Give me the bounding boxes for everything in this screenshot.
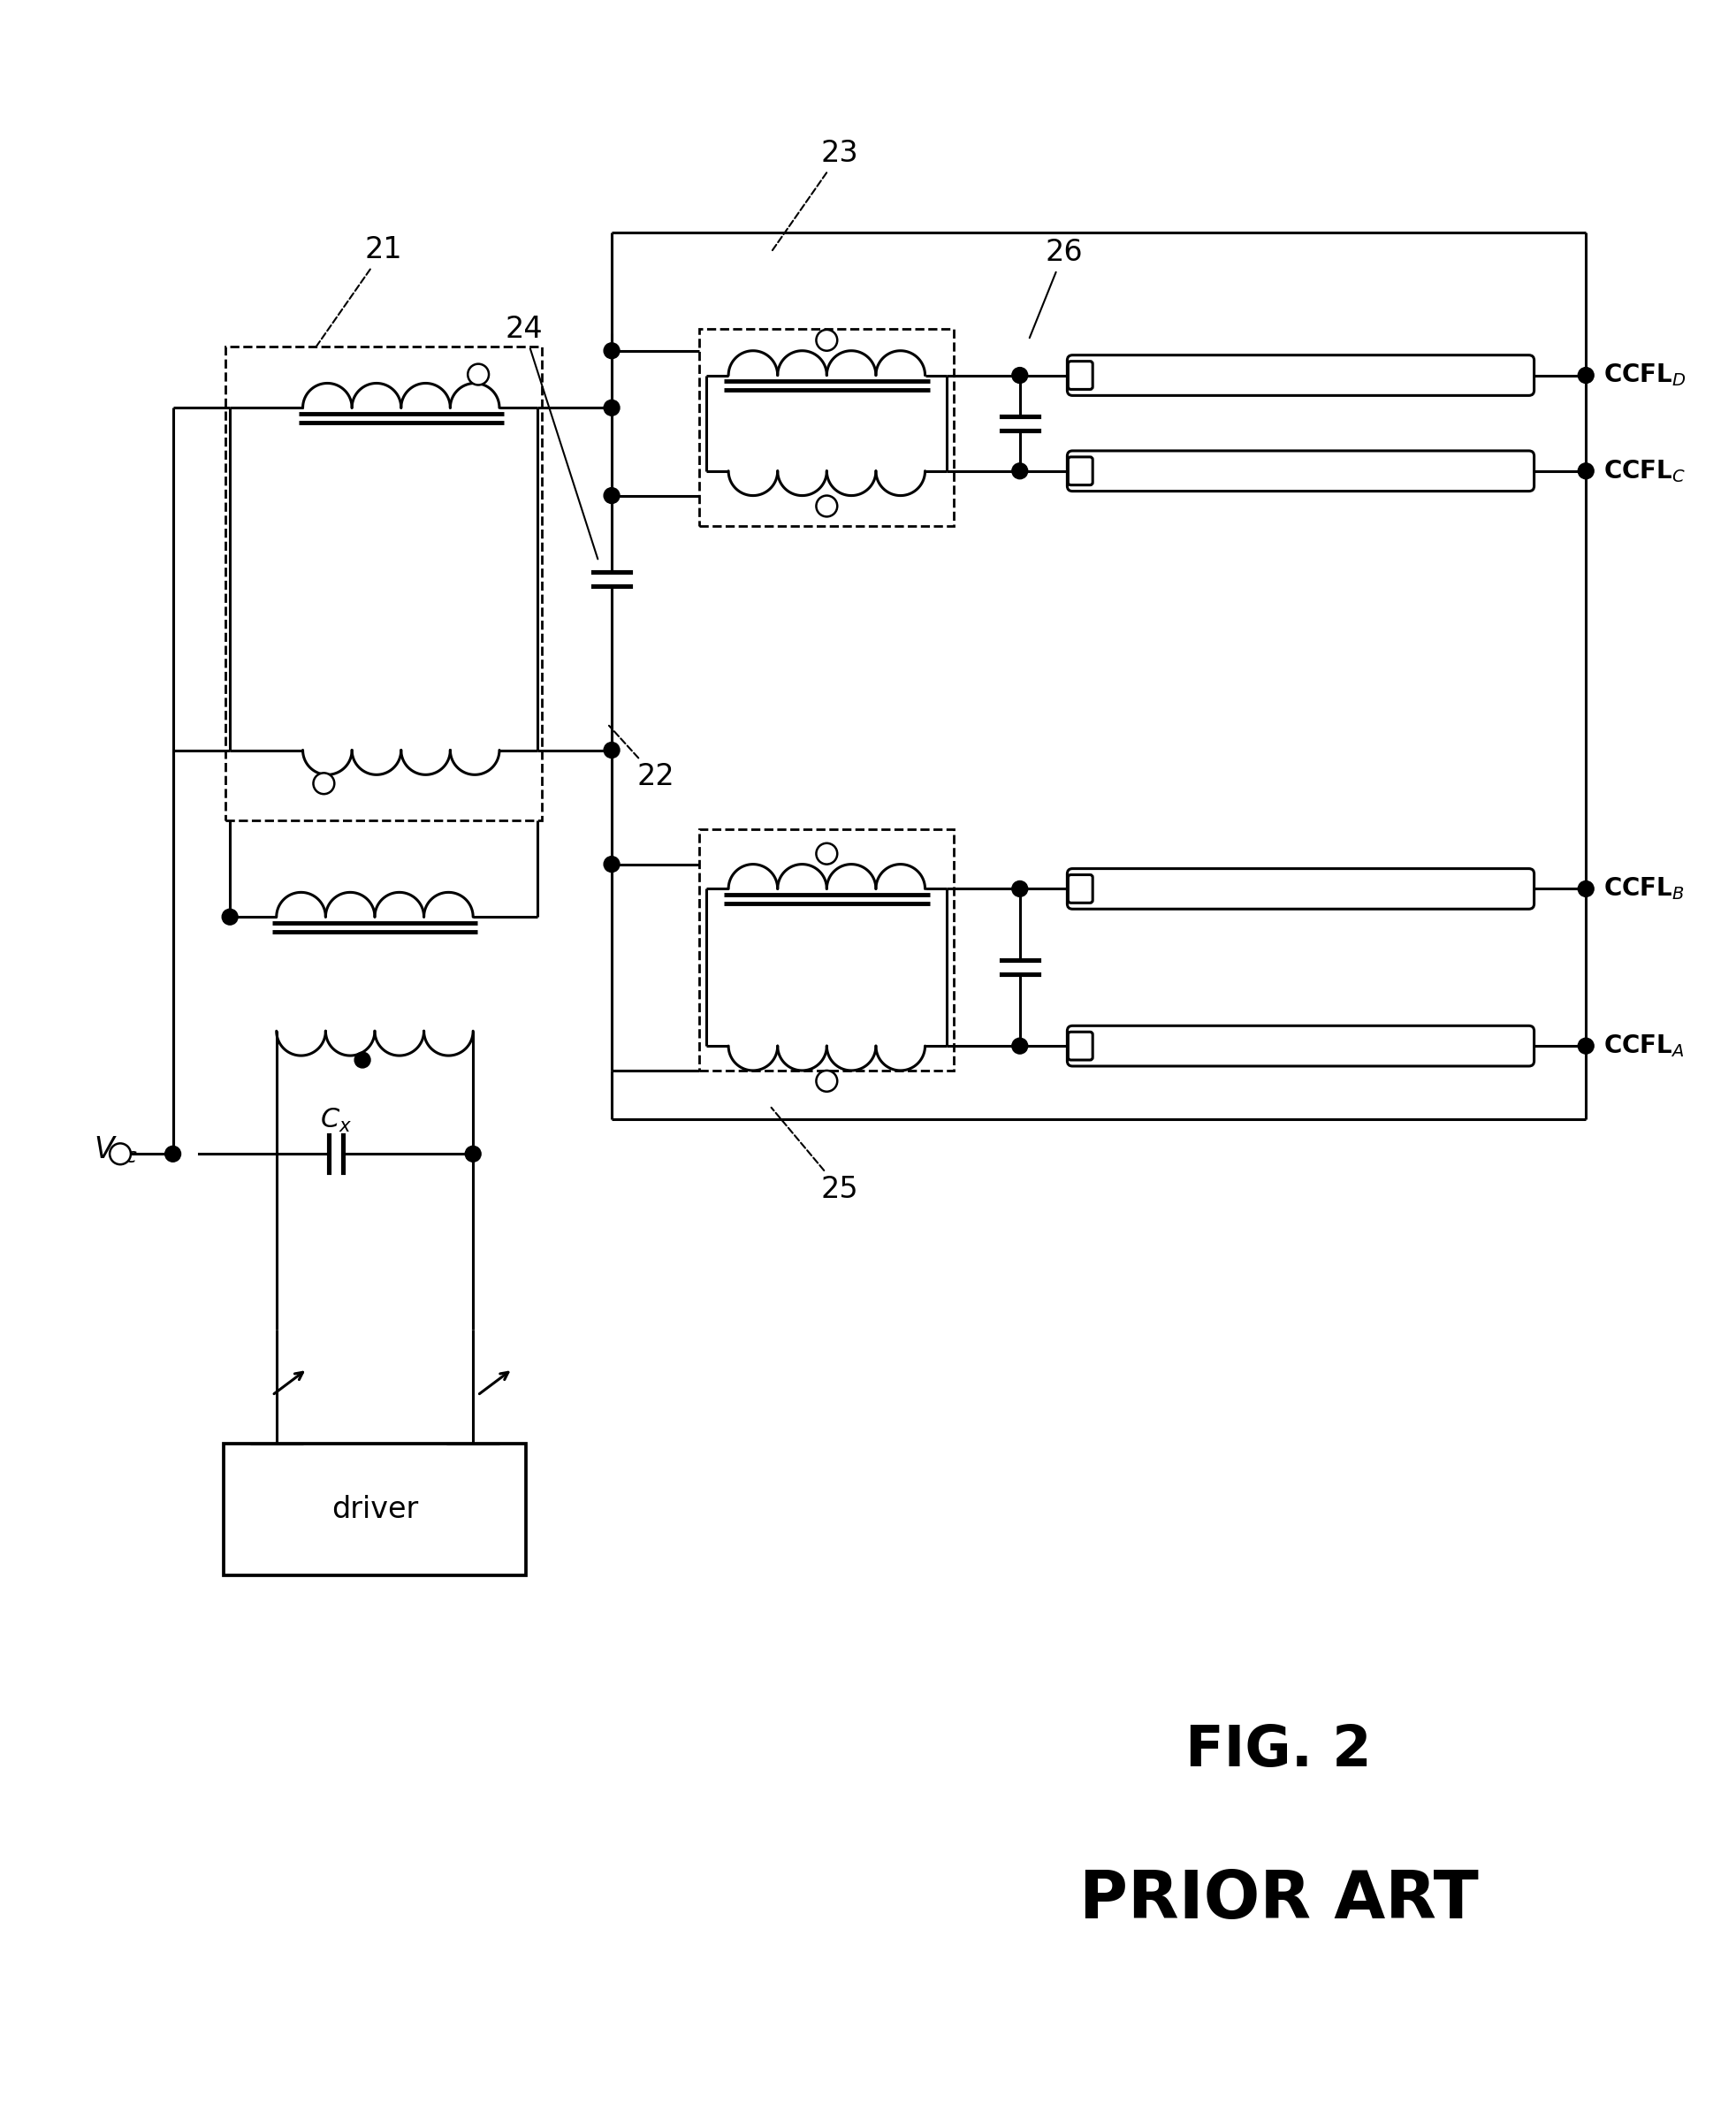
Text: $V_{cc}$: $V_{cc}$	[94, 1134, 139, 1166]
Circle shape	[604, 342, 620, 359]
Circle shape	[1012, 368, 1028, 383]
FancyBboxPatch shape	[1068, 868, 1535, 908]
Circle shape	[467, 364, 490, 385]
Bar	[226, 347, 542, 821]
FancyBboxPatch shape	[1068, 1025, 1535, 1066]
Text: CCFL$_{D}$: CCFL$_{D}$	[1604, 362, 1686, 389]
Circle shape	[1578, 464, 1594, 479]
Text: 22: 22	[609, 725, 675, 791]
Circle shape	[604, 742, 620, 757]
Circle shape	[1578, 1038, 1594, 1053]
Circle shape	[816, 330, 837, 351]
Text: CCFL$_{A}$: CCFL$_{A}$	[1604, 1034, 1684, 1059]
Circle shape	[165, 1146, 181, 1161]
Circle shape	[1012, 1038, 1028, 1053]
Circle shape	[816, 1070, 837, 1091]
Circle shape	[816, 842, 837, 864]
Circle shape	[1578, 881, 1594, 898]
Text: 23: 23	[771, 138, 859, 253]
Circle shape	[354, 1053, 370, 1068]
FancyBboxPatch shape	[1068, 874, 1092, 902]
Circle shape	[816, 496, 837, 517]
FancyBboxPatch shape	[1068, 355, 1535, 396]
Text: CCFL$_{C}$: CCFL$_{C}$	[1604, 457, 1686, 485]
Circle shape	[222, 908, 238, 925]
Bar	[224, 1444, 526, 1576]
Circle shape	[1012, 464, 1028, 479]
Text: 21: 21	[314, 236, 403, 349]
Text: CCFL$_{B}$: CCFL$_{B}$	[1604, 876, 1684, 902]
Circle shape	[604, 487, 620, 504]
Bar	[700, 330, 955, 525]
Text: $C_x$: $C_x$	[319, 1108, 352, 1134]
Text: PRIOR ART: PRIOR ART	[1080, 1868, 1479, 1931]
Circle shape	[1578, 368, 1594, 383]
Bar	[700, 830, 955, 1070]
Text: FIG. 2: FIG. 2	[1186, 1723, 1371, 1778]
Text: 25: 25	[771, 1108, 859, 1204]
FancyBboxPatch shape	[1068, 1032, 1092, 1059]
FancyBboxPatch shape	[1068, 451, 1535, 491]
Text: driver: driver	[332, 1495, 418, 1525]
Circle shape	[465, 1146, 481, 1161]
FancyBboxPatch shape	[1068, 362, 1092, 389]
Circle shape	[1012, 881, 1028, 898]
Circle shape	[604, 400, 620, 415]
Circle shape	[312, 772, 335, 793]
Circle shape	[109, 1144, 130, 1163]
Circle shape	[604, 857, 620, 872]
FancyBboxPatch shape	[1068, 457, 1092, 485]
Text: 26: 26	[1029, 238, 1083, 338]
Text: 24: 24	[505, 315, 597, 559]
